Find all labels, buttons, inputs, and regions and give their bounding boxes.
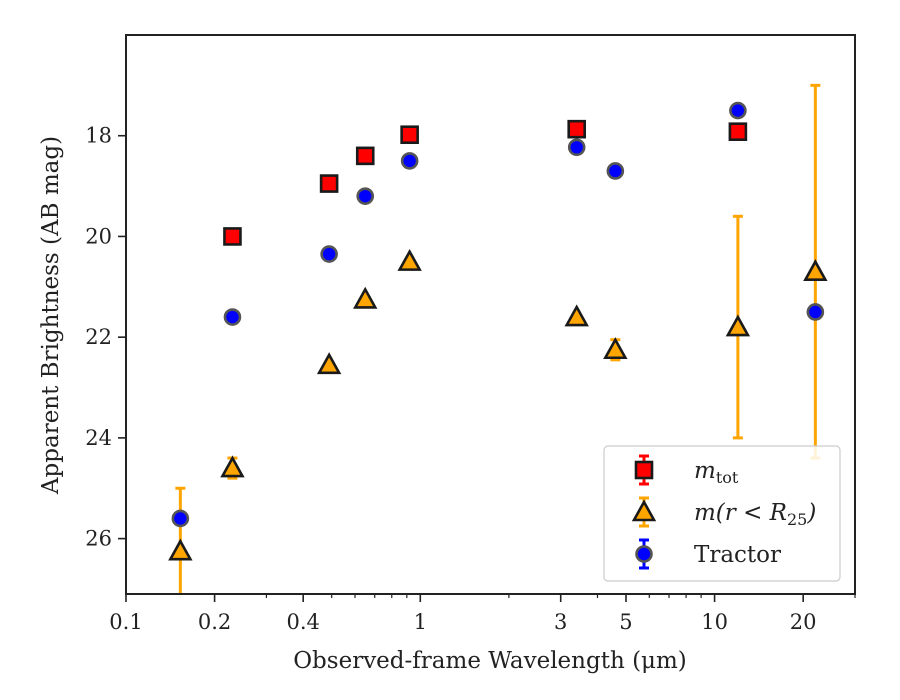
point-triangle (316, 352, 342, 375)
point-triangle (603, 337, 628, 360)
point-triangle (353, 286, 378, 309)
point-circle (320, 245, 338, 263)
point-circle (356, 187, 375, 205)
y-tick-label: 18 (85, 124, 112, 148)
point-triangle (168, 538, 193, 561)
y-tick-label: 22 (85, 325, 112, 349)
y-tick-label: 24 (85, 426, 112, 450)
x-tick-label: 20 (790, 610, 817, 634)
point-triangle (725, 314, 751, 337)
legend-box (603, 445, 841, 582)
point-square (400, 125, 419, 145)
point-triangle (803, 259, 828, 281)
legend-marker-square (634, 460, 654, 480)
x-axis-title: Observed-frame Wavelength (μm) (293, 648, 687, 674)
y-tick-label: 20 (85, 224, 112, 248)
point-circle (223, 308, 242, 326)
x-tick-label: 5 (619, 610, 632, 634)
legend-marker-triangle (631, 499, 657, 522)
x-tick-label: 0.1 (109, 610, 142, 634)
y-axis: 18 20 22 24 26 (85, 124, 126, 551)
x-tick-label: 0.2 (198, 610, 231, 634)
legend-label: Tractor (694, 542, 781, 568)
x-tick-label: 3 (554, 610, 567, 634)
point-square (567, 119, 587, 139)
point-circle (606, 162, 625, 180)
point-square (223, 227, 242, 246)
point-circle (567, 138, 586, 157)
point-square (355, 146, 375, 166)
legend: mtot m(r < R25) Tractor (603, 445, 841, 582)
point-circle (806, 303, 825, 321)
point-circle (171, 509, 190, 528)
legend-label: m(r < R25) (694, 500, 816, 529)
plot-frame (125, 34, 856, 595)
point-circle (400, 152, 419, 170)
x-tick-label: 0.4 (286, 610, 319, 634)
x-tick-label: 10 (701, 610, 728, 634)
x-axis: 0.1 0.2 0.4 1 3 5 10 20 (109, 594, 856, 634)
legend-label: mtot (694, 458, 739, 487)
y-tick-label: 26 (85, 527, 112, 551)
point-triangle (564, 304, 589, 327)
point-triangle (397, 248, 422, 271)
point-circle (729, 101, 747, 120)
data-marks (168, 83, 828, 594)
x-tick-label: 1 (414, 610, 427, 634)
point-triangle (220, 455, 245, 478)
y-axis-title: Apparent Brightness (AB mag) (38, 136, 64, 495)
point-square (319, 174, 339, 193)
legend-marker-circle (635, 545, 653, 563)
point-square (728, 122, 748, 141)
